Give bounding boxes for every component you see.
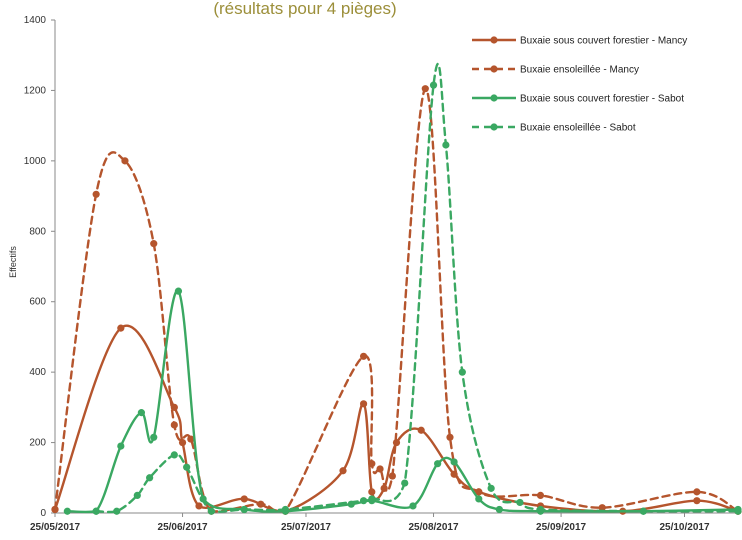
data-point — [92, 507, 100, 515]
data-point — [257, 500, 265, 508]
data-point — [150, 240, 158, 248]
data-point — [281, 505, 290, 514]
data-point — [178, 438, 187, 447]
legend-marker — [490, 36, 498, 44]
x-tick-label: 25/05/2017 — [30, 522, 80, 533]
data-point — [51, 505, 59, 514]
data-point — [240, 505, 248, 514]
data-point — [388, 472, 396, 480]
data-point — [195, 502, 203, 510]
series-2 — [51, 85, 742, 515]
x-tick-label: 25/10/2017 — [659, 522, 709, 533]
y-tick-label: 200 — [29, 438, 46, 449]
data-point — [183, 463, 191, 471]
data-point — [117, 442, 125, 450]
legend-label: Buxaie ensoleillée - Mancy — [520, 65, 639, 76]
data-point — [368, 460, 376, 468]
data-point — [409, 502, 417, 510]
chart-title: (résultats pour 4 pièges) — [213, 0, 396, 18]
data-point — [137, 409, 146, 417]
x-tick-label: 25/06/2017 — [158, 522, 208, 533]
data-point — [458, 368, 466, 376]
data-point — [495, 505, 503, 514]
data-point — [401, 479, 409, 487]
data-point — [442, 141, 450, 149]
legend-label: Buxaie sous couvert forestier - Sabot — [520, 94, 684, 105]
x-tick-label: 25/07/2017 — [281, 522, 331, 533]
data-point — [417, 426, 425, 434]
legend-marker — [490, 123, 498, 131]
data-point — [170, 451, 178, 459]
legend-item: Buxaie sous couvert forestier - Mancy — [472, 36, 687, 47]
data-point — [429, 81, 438, 89]
data-point — [376, 465, 384, 473]
data-point — [113, 507, 121, 515]
data-point — [693, 497, 701, 505]
data-point — [117, 324, 125, 332]
data-point — [598, 504, 606, 512]
series-line — [94, 62, 740, 514]
data-point — [516, 498, 524, 507]
legend-marker — [490, 94, 498, 102]
data-point — [450, 458, 458, 466]
data-point — [63, 507, 71, 515]
data-point — [207, 507, 215, 515]
y-tick-label: 600 — [29, 297, 46, 308]
data-point — [434, 460, 442, 468]
data-point — [536, 505, 545, 514]
x-tick-label: 25/09/2017 — [536, 522, 586, 533]
legend-label: Buxaie ensoleillée - Sabot — [520, 123, 636, 134]
y-tick-label: 800 — [29, 226, 46, 237]
x-tick-label: 25/08/2017 — [408, 522, 458, 533]
data-point — [368, 488, 376, 496]
y-tick-label: 1400 — [24, 15, 47, 26]
series-1 — [51, 324, 742, 515]
series-line — [53, 87, 740, 513]
data-point — [359, 497, 368, 505]
legend: Buxaie sous couvert forestier - Mancy Bux… — [472, 36, 687, 134]
data-point — [359, 400, 368, 408]
series-layer — [51, 62, 742, 515]
data-point — [639, 507, 647, 515]
legend-label: Buxaie sous couvert forestier - Mancy — [520, 36, 687, 47]
y-tick-label: 0 — [40, 508, 46, 519]
legend-item: Buxaie ensoleillée - Mancy — [472, 65, 639, 76]
data-point — [339, 467, 347, 475]
data-point — [240, 495, 248, 503]
data-point — [475, 495, 483, 503]
data-point — [536, 491, 545, 499]
data-point — [446, 433, 454, 441]
series-line — [66, 289, 740, 514]
data-point — [92, 190, 100, 198]
data-point — [359, 352, 368, 360]
data-point — [368, 495, 376, 503]
data-point — [121, 157, 129, 165]
data-point — [187, 435, 195, 443]
data-point — [133, 491, 141, 499]
data-point — [146, 474, 154, 482]
data-point — [150, 433, 158, 441]
legend-item: Buxaie ensoleillée - Sabot — [472, 123, 636, 134]
series-4 — [92, 62, 742, 515]
data-point — [421, 85, 429, 93]
legend-item: Buxaie sous couvert forestier - Sabot — [472, 94, 684, 105]
data-point — [734, 507, 742, 515]
axes: 0 200 400 600 800 1000 1200 1400 25/05/2017 25/06… — [24, 15, 738, 533]
y-axis-label: Effectifs — [8, 246, 18, 278]
data-point — [693, 488, 701, 496]
data-point — [174, 287, 183, 295]
y-tick-label: 1000 — [24, 156, 47, 167]
data-point — [487, 484, 495, 492]
legend-marker — [490, 65, 498, 73]
y-tick-label: 400 — [29, 367, 46, 378]
data-point — [475, 488, 483, 496]
y-tick-label: 1200 — [24, 85, 47, 96]
data-point — [170, 421, 178, 429]
